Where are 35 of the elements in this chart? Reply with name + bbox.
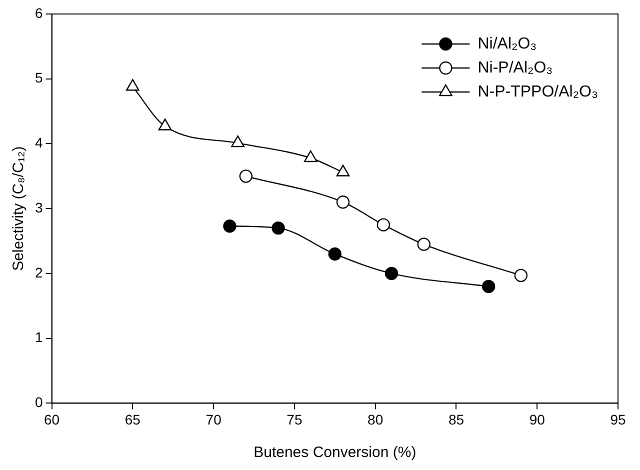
point — [376, 218, 390, 232]
y-tick-label: 1 — [34, 329, 43, 346]
y-tick-label: 4 — [34, 134, 43, 151]
point — [328, 247, 342, 261]
point — [231, 135, 244, 148]
legend-label: Ni-P/Al₂O₃ — [478, 59, 553, 76]
point — [336, 164, 350, 176]
x-axis-title: Butenes Conversion (%) — [254, 444, 416, 462]
point — [336, 196, 350, 209]
x-tick-label: 95 — [610, 411, 626, 428]
point — [482, 280, 496, 294]
y-tick-label: 6 — [34, 4, 43, 21]
x-tick-label: 60 — [44, 411, 60, 428]
y-tick-label: 5 — [34, 70, 43, 86]
y-axis-title: Selectivity (C₈/C₁₂) — [10, 146, 28, 271]
y-tick-label: 3 — [34, 199, 43, 216]
x-tick-label: 80 — [368, 411, 384, 428]
point — [384, 266, 398, 280]
point — [239, 170, 253, 183]
point — [304, 150, 318, 162]
point — [417, 238, 430, 251]
point — [514, 268, 528, 282]
x-tick-label: 65 — [124, 411, 141, 428]
point — [223, 220, 236, 233]
x-tick-label: 90 — [529, 411, 546, 428]
y-tick-label: 0 — [34, 394, 43, 410]
x-tick-label: 75 — [286, 411, 302, 428]
legend-label: Ni/Al₂O₃ — [478, 35, 537, 52]
point — [272, 221, 285, 235]
legend-label: N-P-TPPO/Al₂O₃ — [478, 83, 598, 100]
point — [126, 79, 140, 91]
x-tick-label: 85 — [448, 411, 464, 428]
y-tick-label: 2 — [34, 264, 43, 280]
x-tick-label: 70 — [206, 411, 222, 428]
point — [158, 118, 172, 130]
